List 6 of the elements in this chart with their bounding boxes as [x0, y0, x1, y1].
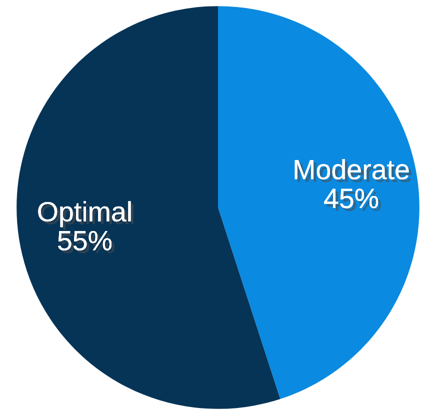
- data-label: 55%: [58, 230, 114, 254]
- slice-label: Optimal: [38, 201, 134, 230]
- pie-slice: [218, 6, 420, 400]
- slice-label: Moderate: [294, 158, 412, 182]
- data-label: 45%: [324, 188, 381, 212]
- pie-slice: [16, 6, 280, 409]
